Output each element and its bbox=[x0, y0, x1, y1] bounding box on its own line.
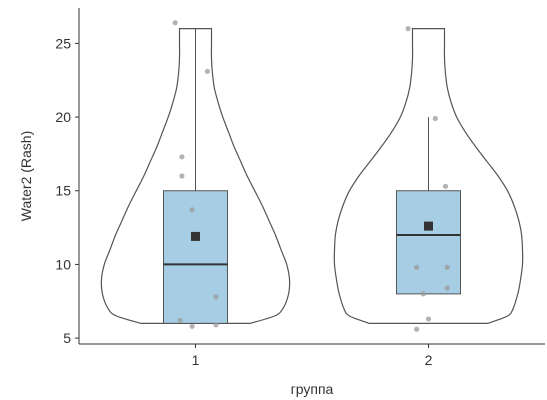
data-point bbox=[189, 207, 195, 213]
x-tick-label-1: 1 bbox=[192, 352, 200, 368]
x-axis-title: группа bbox=[291, 381, 334, 397]
data-point bbox=[405, 26, 411, 32]
data-point bbox=[177, 317, 183, 324]
data-point bbox=[444, 264, 450, 270]
data-point bbox=[442, 183, 449, 189]
data-point bbox=[444, 285, 450, 291]
data-point bbox=[420, 291, 426, 297]
plot-area bbox=[100, 20, 524, 332]
data-point bbox=[414, 326, 420, 332]
data-point bbox=[432, 115, 438, 122]
y-axis-title: Water2 (Rash) bbox=[18, 131, 34, 222]
mean-marker-1 bbox=[191, 231, 200, 241]
data-point bbox=[179, 173, 185, 179]
y-tick-label-20: 20 bbox=[55, 109, 71, 125]
box-2 bbox=[396, 190, 461, 295]
data-point bbox=[213, 294, 219, 300]
x-tick-label-2: 2 bbox=[425, 352, 433, 368]
box-1 bbox=[163, 190, 228, 324]
y-tick-label-10: 10 bbox=[55, 256, 71, 272]
y-tick-label-25: 25 bbox=[55, 35, 71, 51]
violin-1 bbox=[100, 28, 291, 324]
data-point bbox=[425, 316, 432, 322]
data-point bbox=[189, 323, 195, 329]
mean-marker-2 bbox=[424, 221, 433, 231]
data-point bbox=[204, 68, 210, 74]
data-point bbox=[414, 264, 420, 270]
y-tick-label-15: 15 bbox=[55, 183, 71, 199]
violin-2 bbox=[333, 28, 524, 324]
data-point bbox=[179, 154, 185, 160]
data-point bbox=[172, 20, 178, 26]
y-tick-label-5: 5 bbox=[63, 330, 71, 346]
data-point bbox=[213, 322, 219, 328]
